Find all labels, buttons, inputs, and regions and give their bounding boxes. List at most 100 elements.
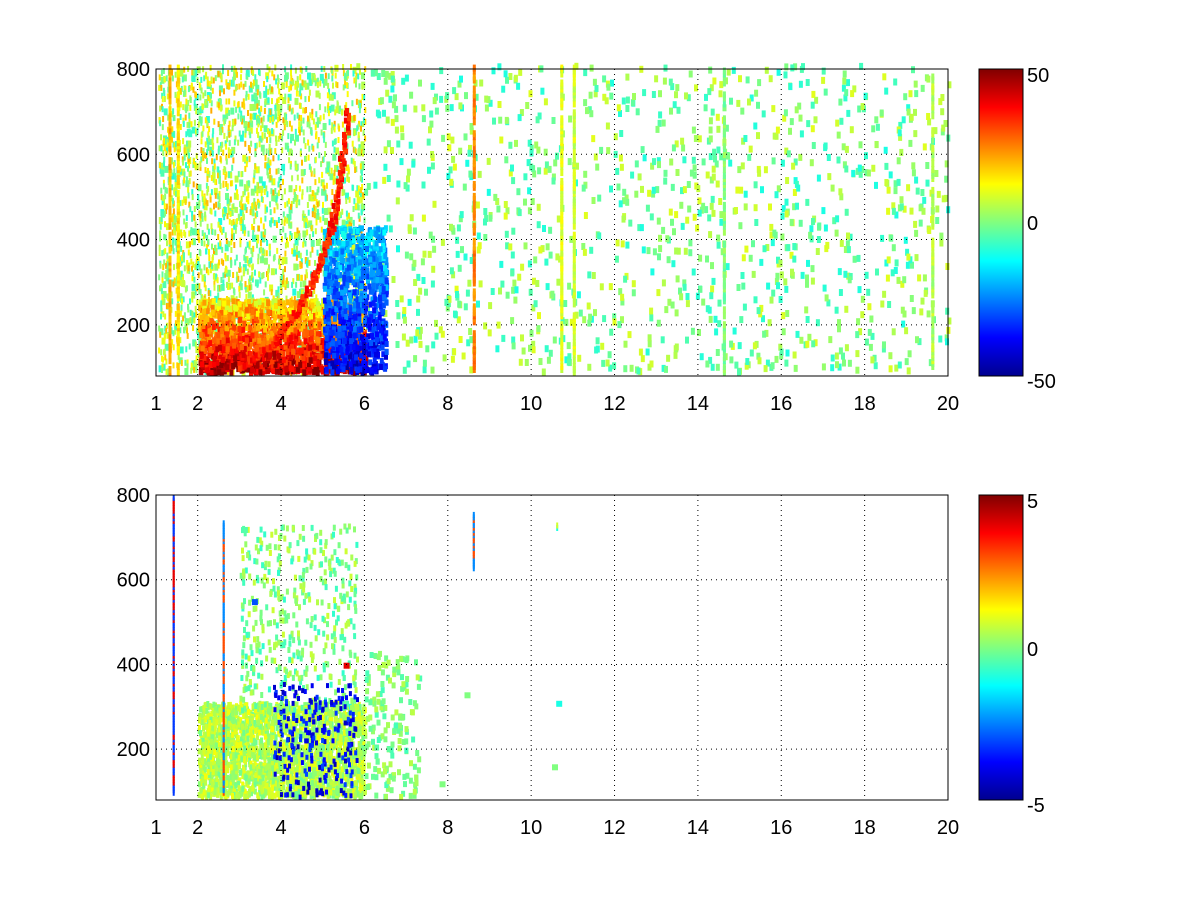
- heatmap-cell: [319, 80, 322, 87]
- heatmap-cell: [357, 212, 360, 219]
- heatmap-cell: [167, 261, 170, 268]
- heatmap-cell: [182, 117, 185, 124]
- heatmap-cell: [285, 295, 288, 302]
- heatmap-cell: [282, 169, 285, 176]
- heatmap-cell: [289, 222, 292, 229]
- heatmap-cell: [209, 193, 212, 200]
- heatmap-cell: [670, 183, 675, 191]
- heatmap-cell: [362, 117, 365, 124]
- heatmap-cell: [806, 259, 810, 267]
- heatmap-cell: [196, 77, 199, 84]
- heatmap-cell: [852, 85, 857, 93]
- heatmap-cell: [383, 310, 388, 317]
- heatmap-cell: [334, 109, 337, 116]
- heatmap-cell: [851, 169, 856, 177]
- heatmap-cell: [252, 82, 254, 89]
- heatmap-cell: [251, 271, 254, 278]
- heatmap-cell: [221, 246, 224, 253]
- heatmap-cell: [925, 162, 930, 169]
- heatmap-cell: [682, 283, 687, 291]
- heatmap-cell: [342, 64, 345, 70]
- heatmap-cell: [319, 216, 322, 223]
- heatmap-cell: [545, 243, 550, 251]
- heatmap-cell: [492, 117, 496, 125]
- heatmap-cell: [681, 144, 686, 152]
- heatmap-cell: [327, 166, 329, 173]
- heatmap-cell: [619, 163, 624, 171]
- heatmap-cell: [359, 175, 362, 182]
- heatmap-cell: [331, 321, 336, 328]
- heatmap-cell: [837, 319, 841, 327]
- heatmap-cell: [213, 187, 218, 195]
- heatmap-cell: [771, 157, 776, 165]
- heatmap-cell: [216, 101, 219, 108]
- heatmap-cell: [448, 166, 453, 174]
- heatmap-cell: [300, 67, 303, 74]
- heatmap-cell: [258, 247, 261, 254]
- heatmap-cell: [307, 307, 311, 314]
- heatmap-cell: [354, 167, 357, 173]
- heatmap-cell: [768, 203, 772, 211]
- heatmap-cell: [289, 231, 292, 237]
- heatmap-cell: [187, 140, 192, 148]
- heatmap-cell: [360, 72, 365, 80]
- heatmap-cell: [210, 100, 213, 107]
- heatmap-cell: [609, 92, 614, 100]
- heatmap-cell: [715, 363, 720, 371]
- heatmap-cell: [261, 235, 266, 243]
- heatmap-cell: [893, 180, 898, 188]
- heatmap-cell: [195, 92, 197, 99]
- heatmap-cell: [249, 104, 254, 111]
- heatmap-cell: [281, 147, 284, 154]
- heatmap-cell: [214, 245, 216, 251]
- heatmap-cell: [656, 319, 661, 327]
- heatmap-cell: [578, 309, 583, 317]
- heatmap-cell: [447, 144, 452, 152]
- heatmap-cell: [390, 75, 395, 83]
- heatmap-cell: [870, 332, 875, 340]
- heatmap-cell: [259, 277, 262, 284]
- heatmap-cell: [229, 149, 232, 156]
- heatmap-cell: [844, 208, 849, 216]
- heatmap-cell: [621, 215, 626, 223]
- heatmap-cell: [222, 272, 225, 279]
- heatmap-cell: [172, 330, 175, 337]
- heatmap-cell: [193, 119, 196, 126]
- heatmap-cell: [218, 98, 221, 104]
- heatmap-cell: [336, 166, 339, 172]
- heatmap-cell: [239, 241, 242, 248]
- heatmap-cell: [943, 120, 948, 127]
- heatmap-cell: [311, 211, 314, 218]
- heatmap-cell: [350, 223, 353, 229]
- heatmap-cell: [486, 188, 491, 196]
- heatmap-cell: [504, 116, 509, 124]
- heatmap-cell: [295, 238, 298, 245]
- heatmap-cell: [905, 261, 910, 269]
- heatmap-cell: [183, 66, 186, 73]
- heatmap-cell: [276, 312, 281, 319]
- heatmap-cell: [864, 271, 869, 279]
- heatmap-cell: [523, 242, 528, 250]
- heatmap-cell: [210, 208, 213, 215]
- heatmap-cell: [204, 99, 207, 106]
- heatmap-cell: [251, 203, 254, 210]
- heatmap-cell: [162, 179, 165, 186]
- heatmap-cell: [289, 360, 294, 367]
- heatmap-cell: [468, 144, 472, 152]
- heatmap-cell: [165, 203, 168, 210]
- heatmap-cell: [535, 116, 540, 124]
- heatmap-cell: [815, 319, 820, 327]
- heatmap-cell: [294, 239, 297, 246]
- heatmap-cell: [245, 73, 248, 80]
- heatmap-cell: [253, 173, 256, 180]
- heatmap-cell: [185, 176, 188, 183]
- heatmap-cell: [940, 94, 945, 101]
- heatmap-cell: [290, 203, 292, 210]
- heatmap-cell: [449, 104, 454, 112]
- heatmap-cell: [670, 301, 675, 309]
- heatmap-cell: [205, 153, 208, 159]
- heatmap-cell: [630, 171, 635, 179]
- heatmap-cell: [762, 330, 767, 338]
- heatmap-cell: [323, 208, 328, 215]
- heatmap-cell: [768, 75, 773, 83]
